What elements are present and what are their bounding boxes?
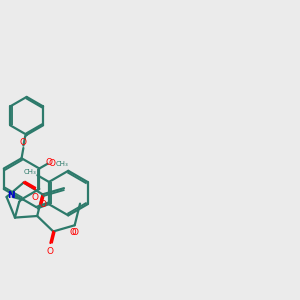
Text: CH₃: CH₃ bbox=[24, 169, 37, 175]
Text: O: O bbox=[39, 200, 46, 209]
Text: O: O bbox=[70, 228, 76, 237]
Text: CH₃: CH₃ bbox=[56, 161, 69, 167]
Text: O: O bbox=[20, 138, 27, 147]
Text: N: N bbox=[7, 191, 15, 200]
Text: O: O bbox=[71, 228, 78, 237]
Text: O: O bbox=[49, 159, 56, 168]
Text: O: O bbox=[47, 247, 54, 256]
Text: O: O bbox=[32, 193, 39, 202]
Text: O: O bbox=[46, 158, 52, 167]
